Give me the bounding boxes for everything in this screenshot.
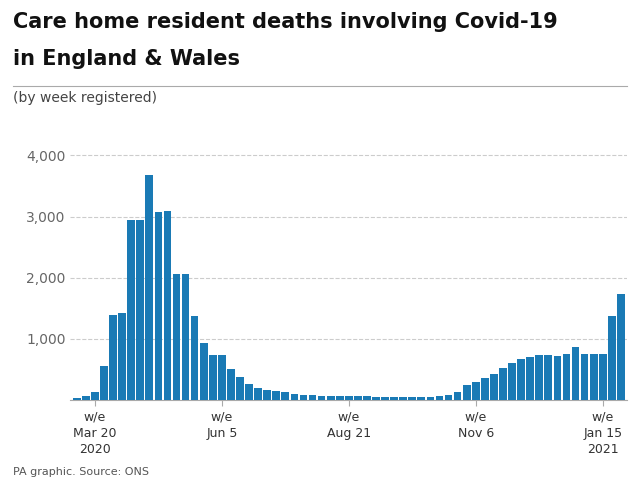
Bar	[173, 274, 180, 400]
Bar	[127, 220, 135, 400]
Bar	[490, 374, 498, 400]
Bar	[263, 390, 271, 400]
Bar	[317, 396, 326, 400]
Bar	[109, 315, 117, 400]
Bar	[381, 397, 389, 400]
Bar	[536, 356, 543, 400]
Text: (by week registered): (by week registered)	[13, 91, 157, 105]
Bar	[118, 313, 126, 400]
Bar	[218, 356, 226, 400]
Bar	[164, 211, 172, 400]
Bar	[472, 382, 479, 400]
Bar	[454, 392, 461, 400]
Bar	[182, 274, 189, 400]
Bar	[563, 354, 570, 400]
Bar	[227, 369, 235, 400]
Bar	[327, 396, 335, 400]
Bar	[517, 359, 525, 400]
Bar	[399, 397, 407, 400]
Bar	[236, 377, 244, 400]
Text: in England & Wales: in England & Wales	[13, 49, 240, 69]
Bar	[372, 397, 380, 400]
Bar	[145, 175, 153, 400]
Bar	[554, 356, 561, 400]
Bar	[273, 391, 280, 400]
Bar	[445, 395, 452, 400]
Bar	[508, 364, 516, 400]
Bar	[336, 397, 344, 400]
Bar	[245, 384, 253, 400]
Bar	[191, 316, 198, 400]
Bar	[291, 394, 298, 400]
Bar	[617, 294, 625, 400]
Bar	[282, 392, 289, 400]
Text: PA graphic. Source: ONS: PA graphic. Source: ONS	[13, 467, 149, 477]
Bar	[499, 368, 507, 400]
Bar	[417, 397, 425, 400]
Bar	[390, 397, 398, 400]
Bar	[590, 354, 598, 400]
Bar	[254, 388, 262, 400]
Text: Care home resident deaths involving Covid-19: Care home resident deaths involving Covi…	[13, 12, 557, 32]
Bar	[73, 398, 81, 400]
Bar	[463, 385, 470, 400]
Bar	[82, 397, 90, 400]
Bar	[136, 220, 144, 400]
Bar	[481, 378, 489, 400]
Bar	[526, 357, 534, 400]
Bar	[580, 354, 588, 400]
Bar	[308, 395, 316, 400]
Bar	[154, 212, 162, 400]
Bar	[91, 392, 99, 400]
Bar	[209, 355, 216, 400]
Bar	[354, 397, 362, 400]
Bar	[300, 395, 307, 400]
Bar	[436, 397, 444, 400]
Bar	[408, 397, 416, 400]
Bar	[345, 397, 353, 400]
Bar	[200, 343, 207, 400]
Bar	[599, 354, 607, 400]
Bar	[545, 356, 552, 400]
Bar	[363, 397, 371, 400]
Bar	[100, 366, 108, 400]
Bar	[427, 397, 435, 400]
Bar	[608, 316, 616, 400]
Bar	[572, 347, 579, 400]
